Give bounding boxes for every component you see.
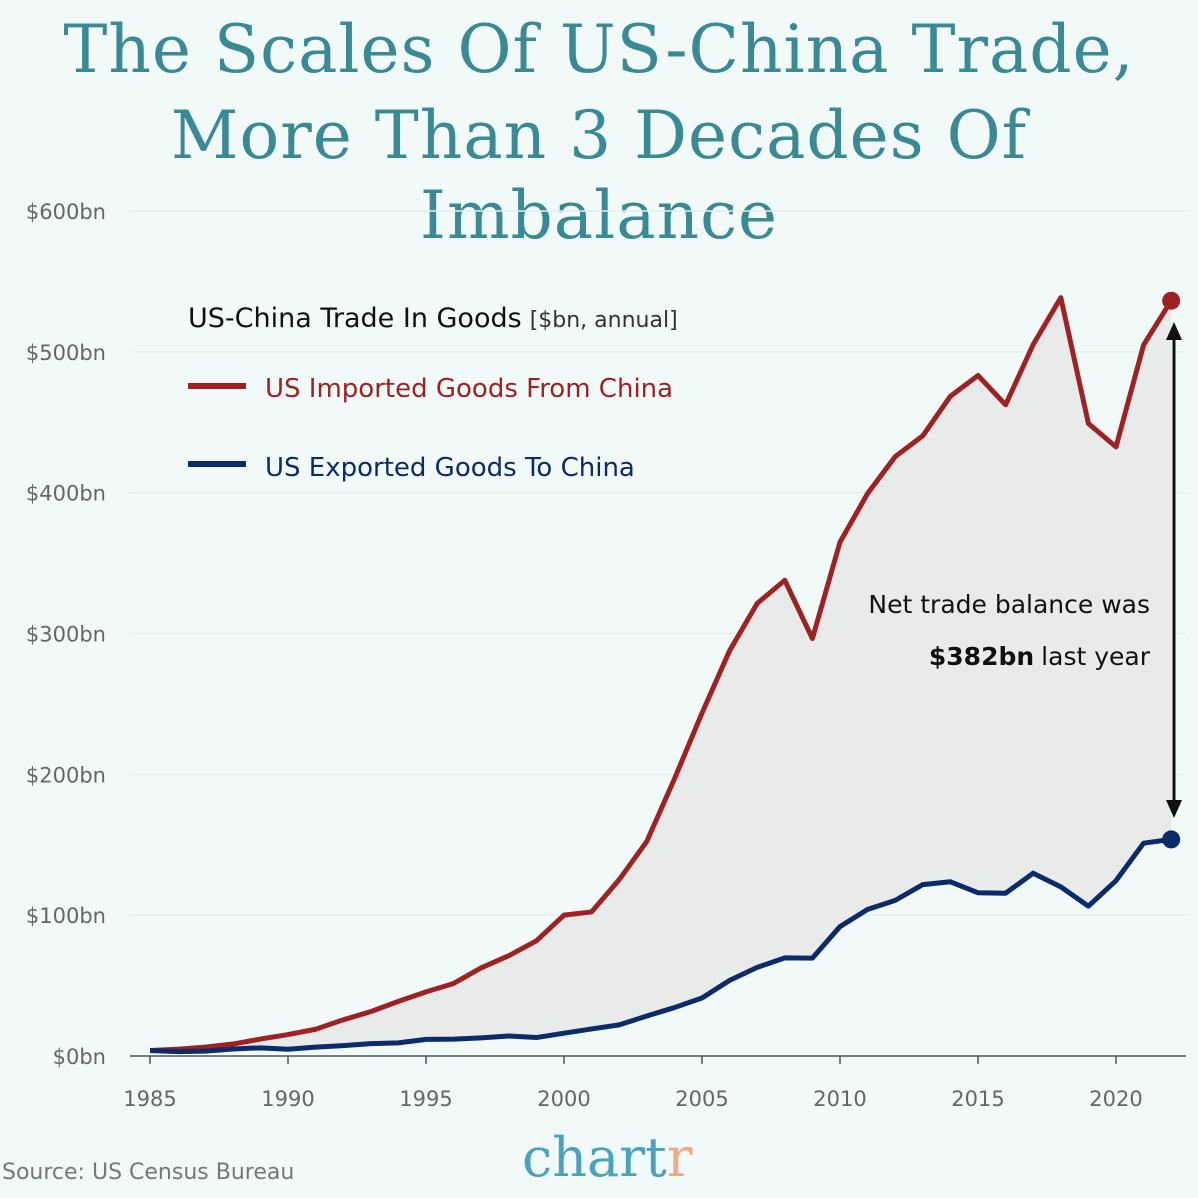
x-tick-label: 1990 (261, 1087, 314, 1111)
x-tick-label: 2010 (813, 1087, 866, 1111)
x-tick-label: 2015 (951, 1087, 1004, 1111)
annotation-line-1: Net trade balance was (868, 590, 1150, 619)
y-tick-label: $500bn (26, 341, 106, 365)
legend-subtitle: [$bn, annual] (530, 308, 678, 333)
y-tick-label: $0bn (53, 1045, 106, 1069)
arrow-head-down (1166, 800, 1182, 818)
imports-end-dot (1162, 291, 1181, 310)
logo-main: chart (522, 1126, 667, 1189)
title-line-1: The Scales Of US-China Trade, (63, 11, 1135, 88)
exports-end-dot (1162, 830, 1181, 849)
y-tick-label: $200bn (26, 763, 106, 787)
legend-label-exports: US Exported Goods To China (265, 453, 635, 483)
title-line-2: More Than 3 Decades Of Imbalance (170, 97, 1028, 254)
legend: US-China Trade In Goods [$bn, annual] US … (188, 303, 678, 483)
source-note: Source: US Census Bureau (2, 1160, 295, 1185)
chartr-logo: chartr (522, 1126, 693, 1189)
annotation-line-2: $382bn last year (929, 642, 1151, 671)
x-tick-label: 1985 (123, 1087, 176, 1111)
imports-line (149, 295, 1174, 1054)
legend-title-text: US-China Trade In Goods (188, 303, 522, 334)
legend-label-imports: US Imported Goods From China (265, 374, 673, 404)
x-tick-label: 2020 (1089, 1087, 1142, 1111)
y-tick-label: $400bn (26, 482, 106, 506)
trade-gap-area (150, 297, 1172, 1052)
annotation-rest: last year (1041, 642, 1151, 671)
x-tick-label: 1995 (399, 1087, 452, 1111)
logo-last: r (666, 1126, 693, 1189)
y-tick-label: $100bn (26, 904, 106, 928)
arrow-head-up (1166, 322, 1182, 340)
y-tick-label: $600bn (26, 200, 106, 224)
x-tick-label: 2005 (675, 1087, 728, 1111)
y-tick-label: $300bn (26, 623, 106, 647)
x-tick-label: 2000 (537, 1087, 590, 1111)
annotation-value: $382bn (929, 642, 1034, 671)
net-balance-annotation: Net trade balance was $382bn last year (868, 322, 1182, 818)
legend-title: US-China Trade In Goods [$bn, annual] (188, 303, 678, 334)
exports-line (149, 836, 1172, 1055)
